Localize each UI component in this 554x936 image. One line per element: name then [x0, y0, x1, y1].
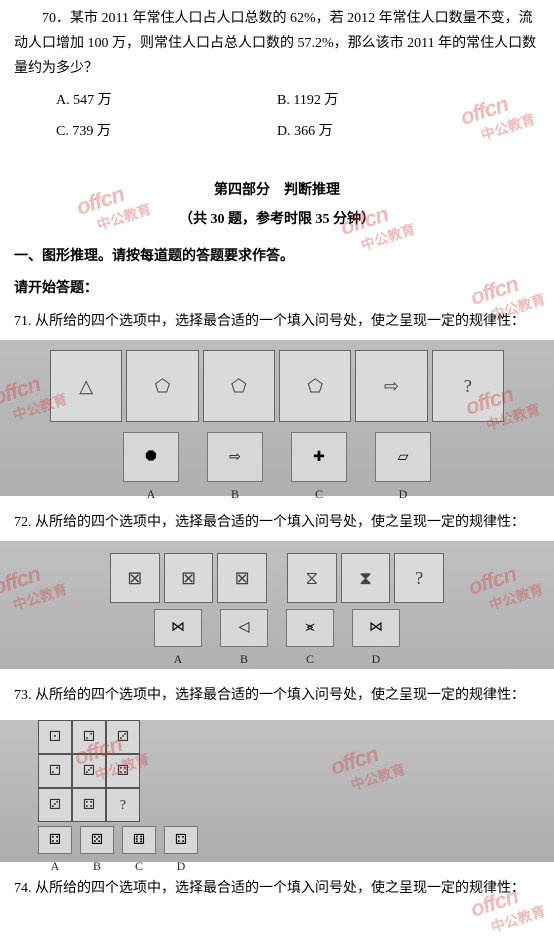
q72-opt-shape: ⋈ — [352, 609, 400, 647]
q73-cell-qmark: ? — [106, 788, 140, 822]
q71-figure: △ ⬠ ⬠ ⬠ ⇨ ? ⯃ A ⇨ B ✚ C ▱ D — [0, 340, 554, 496]
q73-text: 73. 从所给的四个选项中，选择最合适的一个填入问号处，使之呈现一定的规律性： — [14, 683, 540, 708]
q72-opt-d-label: D — [352, 649, 400, 671]
q74-text: 74. 从所给的四个选项中，选择最合适的一个填入问号处，使之呈现一定的规律性： — [14, 876, 540, 901]
q72-figure: ⊠ ⊠ ⊠ ⧖ ⧗ ? ⋈ A ◁ B ⪤ C ⋈ D — [0, 541, 554, 669]
q73-cell: ⚀ — [38, 720, 72, 754]
q73-opt-b-label: B — [80, 856, 114, 878]
page-content: 70．某市 2011 年常住人口占人口总数的 62%，若 2012 年常住人口数… — [0, 0, 554, 334]
page-content: 72. 从所给的四个选项中，选择最合适的一个填入问号处，使之呈现一定的规律性： — [0, 496, 554, 535]
q70-options-row2: C. 739 万 D. 366 万 — [14, 119, 540, 144]
q70-number: 70． — [42, 11, 70, 26]
q72-cell: ⊠ — [164, 553, 214, 603]
q73-figure: ⚀⚁⚂ ⚁⚂⚃ ⚂⚃? ⚃ A ⚄ B ⚅ C ⚃ D — [0, 720, 554, 862]
q71-cell: ⬠ — [279, 350, 351, 422]
q73-cell: ⚂ — [72, 754, 106, 788]
section-sub: （共 30 题，参考时限 35 分钟） — [14, 207, 540, 232]
q73-cell: ⚁ — [38, 754, 72, 788]
q70-option-c: C. 739 万 — [14, 119, 277, 144]
q71-cell-qmark: ? — [432, 350, 504, 422]
q72-cell: ⊠ — [110, 553, 160, 603]
q72-opt-b-label: B — [220, 649, 268, 671]
q73-opt-c-label: C — [122, 856, 156, 878]
q73-opt-d-label: D — [164, 856, 198, 878]
q73-opt-shape: ⚅ — [122, 826, 156, 854]
q70-option-d: D. 366 万 — [277, 119, 540, 144]
q71-opt-shape: ⯃ — [123, 432, 179, 482]
q71-opt-d-label: D — [375, 484, 431, 506]
q72-opt-shape: ⋈ — [154, 609, 202, 647]
watermark-cn: 中公教育 — [489, 904, 547, 935]
q72-opt-shape: ◁ — [220, 609, 268, 647]
q72-cell: ⊠ — [217, 553, 267, 603]
q70-text: 某市 2011 年常住人口占人口总数的 62%，若 2012 年常住人口数量不变… — [14, 11, 536, 76]
q71-cell: △ — [50, 350, 122, 422]
q70-option-a: A. 547 万 — [14, 88, 277, 113]
heading-figure-reasoning: 一、图形推理。请按每道题的答题要求作答。 — [14, 244, 540, 269]
q73-cell: ⚂ — [38, 788, 72, 822]
q71-cell: ⇨ — [355, 350, 427, 422]
q72-cell-qmark: ? — [394, 553, 444, 603]
q73-opt-shape: ⚃ — [38, 826, 72, 854]
q73-cell: ⚃ — [106, 754, 140, 788]
q72-cell: ⧗ — [341, 553, 391, 603]
q71-opt-b-label: B — [207, 484, 263, 506]
q72-text: 72. 从所给的四个选项中，选择最合适的一个填入问号处，使之呈现一定的规律性： — [14, 510, 540, 535]
section-title: 第四部分 判断推理 — [14, 178, 540, 203]
q73-opt-shape: ⚃ — [164, 826, 198, 854]
q73-cell: ⚁ — [72, 720, 106, 754]
start-answer: 请开始答题： — [14, 276, 540, 301]
q71-opt-shape: ▱ — [375, 432, 431, 482]
q70-stem: 70．某市 2011 年常住人口占人口总数的 62%，若 2012 年常住人口数… — [14, 6, 540, 82]
q72-opt-c-label: C — [286, 649, 334, 671]
q71-cell: ⬠ — [203, 350, 275, 422]
q70-options-row1: A. 547 万 B. 1192 万 — [14, 88, 540, 113]
q72-opt-shape: ⪤ — [286, 609, 334, 647]
q71-opt-shape: ✚ — [291, 432, 347, 482]
q72-cell: ⧖ — [287, 553, 337, 603]
q71-cell: ⬠ — [126, 350, 198, 422]
q73-opt-a-label: A — [38, 856, 72, 878]
q71-opt-c-label: C — [291, 484, 347, 506]
page-content: 73. 从所给的四个选项中，选择最合适的一个填入问号处，使之呈现一定的规律性： — [0, 669, 554, 708]
q70-option-b: B. 1192 万 — [277, 88, 540, 113]
q73-opt-shape: ⚄ — [80, 826, 114, 854]
q73-cell: ⚂ — [106, 720, 140, 754]
q73-cell: ⚃ — [72, 788, 106, 822]
q72-opt-a-label: A — [154, 649, 202, 671]
q71-opt-shape: ⇨ — [207, 432, 263, 482]
q71-opt-a-label: A — [123, 484, 179, 506]
q71-text: 71. 从所给的四个选项中，选择最合适的一个填入问号处，使之呈现一定的规律性： — [14, 309, 540, 334]
